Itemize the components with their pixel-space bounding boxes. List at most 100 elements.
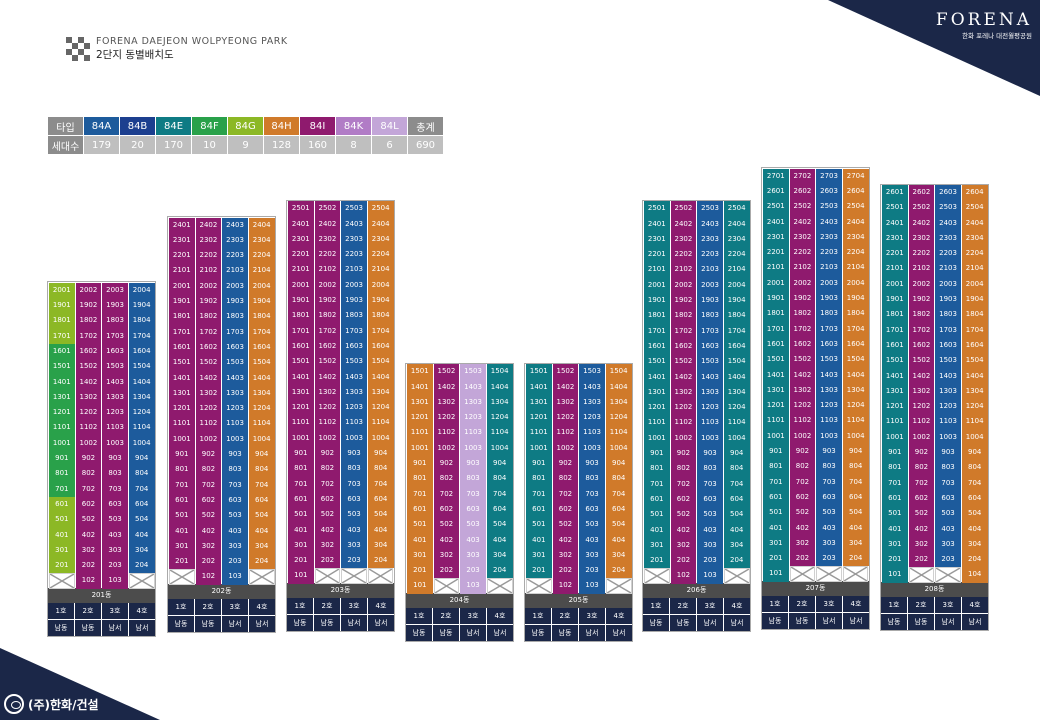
unit-cell: 1102 (314, 415, 341, 431)
ho-label: 1호 (406, 608, 433, 625)
unit-cell: 1204 (128, 405, 155, 421)
unit-cell: 1702 (314, 323, 341, 339)
unit-cell: 2102 (314, 262, 341, 278)
building-204동: 1501 1502 1503 1504 1401 1402 1403 1404 1301 1302… (405, 362, 514, 643)
unit-cell: 1701 (288, 323, 314, 339)
unit-cell: 1202 (552, 410, 579, 426)
unit-cell: 204 (248, 554, 275, 570)
direction-row: 남동 남동 남서 남서 (168, 615, 275, 633)
unit-cell: 602 (314, 491, 341, 508)
unit-cell: 1803 (222, 309, 248, 325)
unit-cell: 202 (552, 563, 579, 579)
floor-row: 1301 1302 1303 1304 (762, 382, 869, 399)
unit-cell: 703 (697, 476, 723, 492)
unit-cell: 203 (102, 558, 128, 574)
unit-cell: 1604 (128, 343, 155, 360)
ho-header-row: 1호 2호 3호 4호 (406, 608, 513, 625)
direction-label: 남동 (287, 615, 314, 632)
unit-cell: 2404 (367, 216, 394, 232)
floor-row: 2401 2402 2403 2404 (168, 217, 275, 233)
unit-cell: 1201 (882, 399, 908, 415)
unit-cell: 1703 (102, 328, 128, 344)
unit-cell: 1003 (697, 430, 723, 447)
unit-cell: 1703 (935, 322, 961, 338)
floor-row-1: 101 (287, 568, 394, 584)
floor-row: 1601 1602 1603 1604 (762, 336, 869, 353)
direction-label: 남서 (341, 615, 368, 632)
unit-cell: 404 (605, 532, 632, 548)
unit-cell: 801 (169, 462, 195, 478)
floor-row: 701 702 703 704 (287, 476, 394, 492)
unit-cell: 2004 (367, 277, 394, 294)
building-207동: 2701 2702 2703 2704 2601 2602 2603 2604 2501 2502… (761, 167, 870, 631)
unit-cell: 1204 (248, 401, 275, 417)
unit-cell: 103 (222, 569, 248, 585)
floor-row: 2201 2202 2203 2204 (881, 246, 988, 262)
unit-cell: 1401 (169, 370, 195, 386)
floor-row: 1401 1402 1403 1404 (406, 379, 513, 395)
unit-cell: 1701 (644, 323, 670, 339)
unit-cell: 1304 (723, 384, 750, 401)
unit-cell: 2504 (723, 201, 750, 217)
unit-cell: 1403 (102, 374, 128, 390)
unit-cell: 2002 (75, 282, 102, 299)
unit-cell: 804 (486, 471, 513, 487)
unit-cell: 701 (407, 486, 433, 502)
unit-cell: 204 (842, 551, 869, 567)
unit-cell: 1802 (75, 313, 102, 329)
unit-cell: 904 (128, 451, 155, 467)
legend-count-84E: 170 (156, 136, 191, 154)
floor-row: 1401 1402 1403 1404 (525, 379, 632, 395)
unit-cell: 1401 (763, 367, 789, 383)
unit-cell: 802 (75, 466, 102, 482)
unit-cell: 702 (314, 476, 341, 492)
floor-row: 201 202 203 204 (406, 563, 513, 579)
unit-cell: 203 (222, 554, 248, 570)
unit-cell: 901 (169, 447, 195, 463)
unit-cell: 101 (882, 567, 908, 583)
empty-unit-cell (314, 568, 341, 584)
unit-cell: 304 (248, 538, 275, 555)
floor-row: 1301 1302 1303 1304 (48, 389, 155, 406)
unit-cell: 301 (407, 547, 433, 564)
direction-row: 남동 남동 남서 남서 (643, 614, 750, 632)
floor-row: 1901 1902 1903 1904 (881, 292, 988, 308)
floor-row: 501 502 503 504 (406, 517, 513, 533)
floor-row: 1401 1402 1403 1404 (168, 370, 275, 386)
unit-cell: 1203 (460, 410, 486, 426)
unit-cell: 1401 (644, 369, 670, 385)
unit-cell: 1501 (407, 364, 433, 380)
unit-cell: 1803 (816, 306, 842, 322)
unit-cell: 1702 (789, 321, 816, 337)
unit-cell: 1701 (882, 322, 908, 338)
floor-row: 2301 2302 2303 2304 (881, 230, 988, 247)
floor-row: 1601 1602 1603 1604 (48, 343, 155, 360)
floor-row: 1301 1302 1303 1304 (168, 385, 275, 402)
floor-row: 2101 2102 2103 2104 (881, 261, 988, 277)
floor-row: 1701 1702 1703 1704 (762, 321, 869, 337)
unit-cell: 204 (367, 553, 394, 569)
unit-cell: 2003 (341, 277, 367, 294)
floor-row: 1701 1702 1703 1704 (643, 323, 750, 339)
ho-header-row: 1호 2호 3호 4호 (48, 603, 155, 620)
floor-row: 401 402 403 404 (762, 520, 869, 536)
unit-cell: 304 (367, 537, 394, 554)
floor-row: 801 802 803 804 (881, 460, 988, 476)
floor-row: 801 802 803 804 (525, 471, 632, 487)
ho-label: 1호 (48, 603, 75, 620)
unit-cell: 602 (670, 491, 697, 508)
unit-cell: 902 (314, 446, 341, 462)
floor-row: 1301 1302 1303 1304 (406, 394, 513, 411)
unit-cell: 1103 (816, 413, 842, 429)
unit-cell: 1202 (789, 398, 816, 414)
unit-cell: 804 (367, 461, 394, 477)
floor-row: 401 402 403 404 (287, 522, 394, 538)
direction-label: 남동 (762, 613, 789, 630)
empty-unit-cell (908, 567, 935, 583)
unit-cell: 1402 (789, 367, 816, 383)
unit-cell: 103 (579, 578, 605, 594)
unit-cell: 1401 (882, 368, 908, 384)
unit-cell: 201 (169, 554, 195, 570)
building-208동: 2601 2602 2603 2604 2501 2502 2503 2504 2401 2402… (880, 183, 989, 632)
building-206동: 2501 2502 2503 2504 2401 2402 2403 2404 2301 2302… (642, 199, 751, 633)
